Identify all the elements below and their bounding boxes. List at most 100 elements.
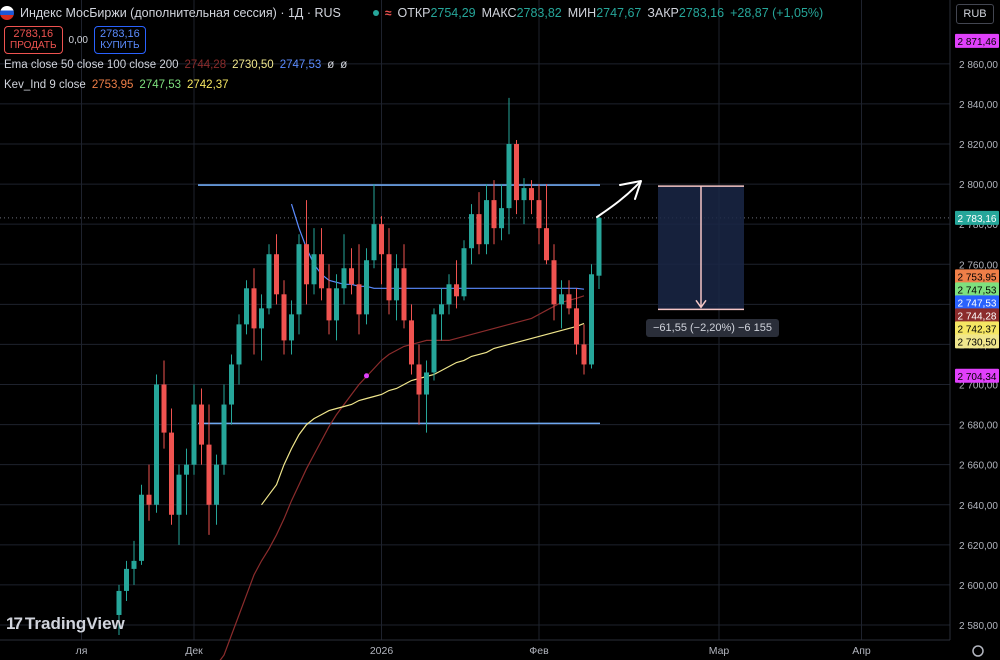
price-change: +28,87 (+1,05%) <box>730 6 824 20</box>
candle-body <box>596 217 602 276</box>
candle-body <box>206 444 212 505</box>
price-tag <box>955 308 999 323</box>
x-tick-label: ля <box>76 645 88 657</box>
candle-body <box>214 464 219 505</box>
x-tick-label: Фев <box>529 645 549 657</box>
y-tick-label: 2 680,00 <box>959 421 998 432</box>
price-tag-label: 2 742,37 <box>958 324 997 335</box>
settings-gear-icon[interactable] <box>972 645 984 657</box>
approx-icon: ≈ <box>384 6 392 20</box>
candle-body <box>386 254 392 301</box>
price-tag-label: 2 744,28 <box>958 311 997 322</box>
candle-body <box>521 188 527 201</box>
price-tag-label: 2 783,16 <box>958 214 997 225</box>
price-tag <box>955 334 999 349</box>
y-tick-label: 2 620,00 <box>959 541 998 552</box>
candle-body <box>146 494 152 505</box>
candle-body <box>229 364 234 405</box>
candle-body <box>326 288 332 321</box>
price-tag <box>955 368 999 383</box>
indicator-ema-value-3: 2747,53 <box>279 59 322 71</box>
indicator-ema-value-4: ø <box>327 59 335 71</box>
buy-label: КУПИТЬ <box>100 40 140 51</box>
drawn-arrow-shaft <box>596 181 641 218</box>
sell-price: 2783,16 <box>13 28 54 40</box>
candle-body <box>446 284 452 305</box>
candle-body <box>349 268 354 285</box>
candle-body <box>319 254 324 289</box>
candle-body <box>371 224 377 261</box>
x-tick-label: Мар <box>709 645 730 657</box>
candle-body <box>116 590 122 615</box>
symbol-title[interactable]: Индекс МосБиржи (дополнительная сессия) … <box>20 6 341 20</box>
price-tag <box>955 282 999 297</box>
sell-label: ПРОДАТЬ <box>10 40 57 51</box>
candle-body <box>416 364 422 395</box>
candle-body <box>514 144 519 201</box>
candle-body <box>169 432 174 515</box>
candle-body <box>536 200 542 229</box>
candle-body <box>311 254 317 285</box>
candle-body <box>221 404 227 465</box>
candle-body <box>356 284 362 315</box>
candle-body <box>439 304 444 315</box>
currency-selector[interactable]: RUB <box>956 4 994 24</box>
candle-body <box>259 308 264 329</box>
indicator-ema[interactable]: Ema close 50 close 100 close 200 2744,28… <box>4 59 347 71</box>
candle-body <box>409 320 414 365</box>
chart-header: Индекс МосБиржи (дополнительная сессия) … <box>0 4 823 22</box>
candle-body <box>296 244 302 315</box>
y-tick-label: 2 820,00 <box>959 140 998 151</box>
candle-body <box>574 308 579 345</box>
indicator-ema-name: Ema close 50 close 100 close 200 <box>4 59 179 71</box>
candle-body <box>154 384 159 505</box>
y-tick-label: 2 660,00 <box>959 461 998 472</box>
candle-body <box>499 208 504 229</box>
ohlc-open: ОТКР2754,29 <box>397 6 476 20</box>
candle-body <box>529 188 534 201</box>
candle-body <box>424 372 429 395</box>
spread-value: 0,00 <box>68 34 88 46</box>
indicator-kev[interactable]: Kev_Ind 9 close 2753,95 2747,53 2742,37 <box>4 79 229 91</box>
candle-body <box>589 274 594 365</box>
candle-body <box>394 268 399 301</box>
y-tick-label: 2 700,00 <box>959 381 998 392</box>
price-tag-label: 2 753,95 <box>958 272 997 283</box>
measure-label: −61,55 (−2,20%) −6 155 <box>646 319 779 338</box>
indicator-ema-value-1: 2744,28 <box>184 59 227 71</box>
ema-series-line <box>261 322 585 506</box>
y-tick-label: 2 600,00 <box>959 581 998 592</box>
tradingview-brand: TradingView <box>24 614 125 633</box>
candle-body <box>244 288 249 325</box>
candle-body <box>551 260 557 305</box>
candle-body <box>161 384 167 433</box>
indicator-ema-value-2: 2730,50 <box>232 59 274 71</box>
buy-price: 2783,16 <box>100 28 140 40</box>
candle-body <box>334 288 339 321</box>
candle-body <box>289 314 294 341</box>
candle-body <box>461 248 467 297</box>
candle-body <box>274 254 279 295</box>
candle-body <box>581 344 587 365</box>
candle-body <box>454 284 459 297</box>
candle-body <box>304 244 309 285</box>
ema-series-line <box>290 203 585 290</box>
buy-button[interactable]: 2783,16 КУПИТЬ <box>94 26 146 54</box>
indicator-kev-value-2: 2747,53 <box>139 79 181 91</box>
price-tag-label: 2 747,53 <box>958 285 997 296</box>
candle-body <box>379 224 384 255</box>
sell-button[interactable]: 2783,16 ПРОДАТЬ <box>4 26 63 54</box>
price-tag-label: 2 747,53 <box>958 298 997 309</box>
indicator-kev-value-1: 2753,95 <box>91 79 134 91</box>
price-tag-label: 2 704,34 <box>958 372 997 383</box>
price-tag-label: 2 730,50 <box>958 337 997 348</box>
candle-body <box>124 568 129 591</box>
trade-panel: 2783,16 ПРОДАТЬ 0,00 2783,16 КУПИТЬ <box>4 26 146 54</box>
candle-body <box>544 228 549 261</box>
marker-dot <box>364 373 369 379</box>
y-tick-label: 2 760,00 <box>959 260 998 271</box>
candle-body <box>281 294 287 341</box>
candle-body <box>491 200 497 229</box>
tradingview-logo[interactable]: 17 TradingView <box>6 614 125 634</box>
